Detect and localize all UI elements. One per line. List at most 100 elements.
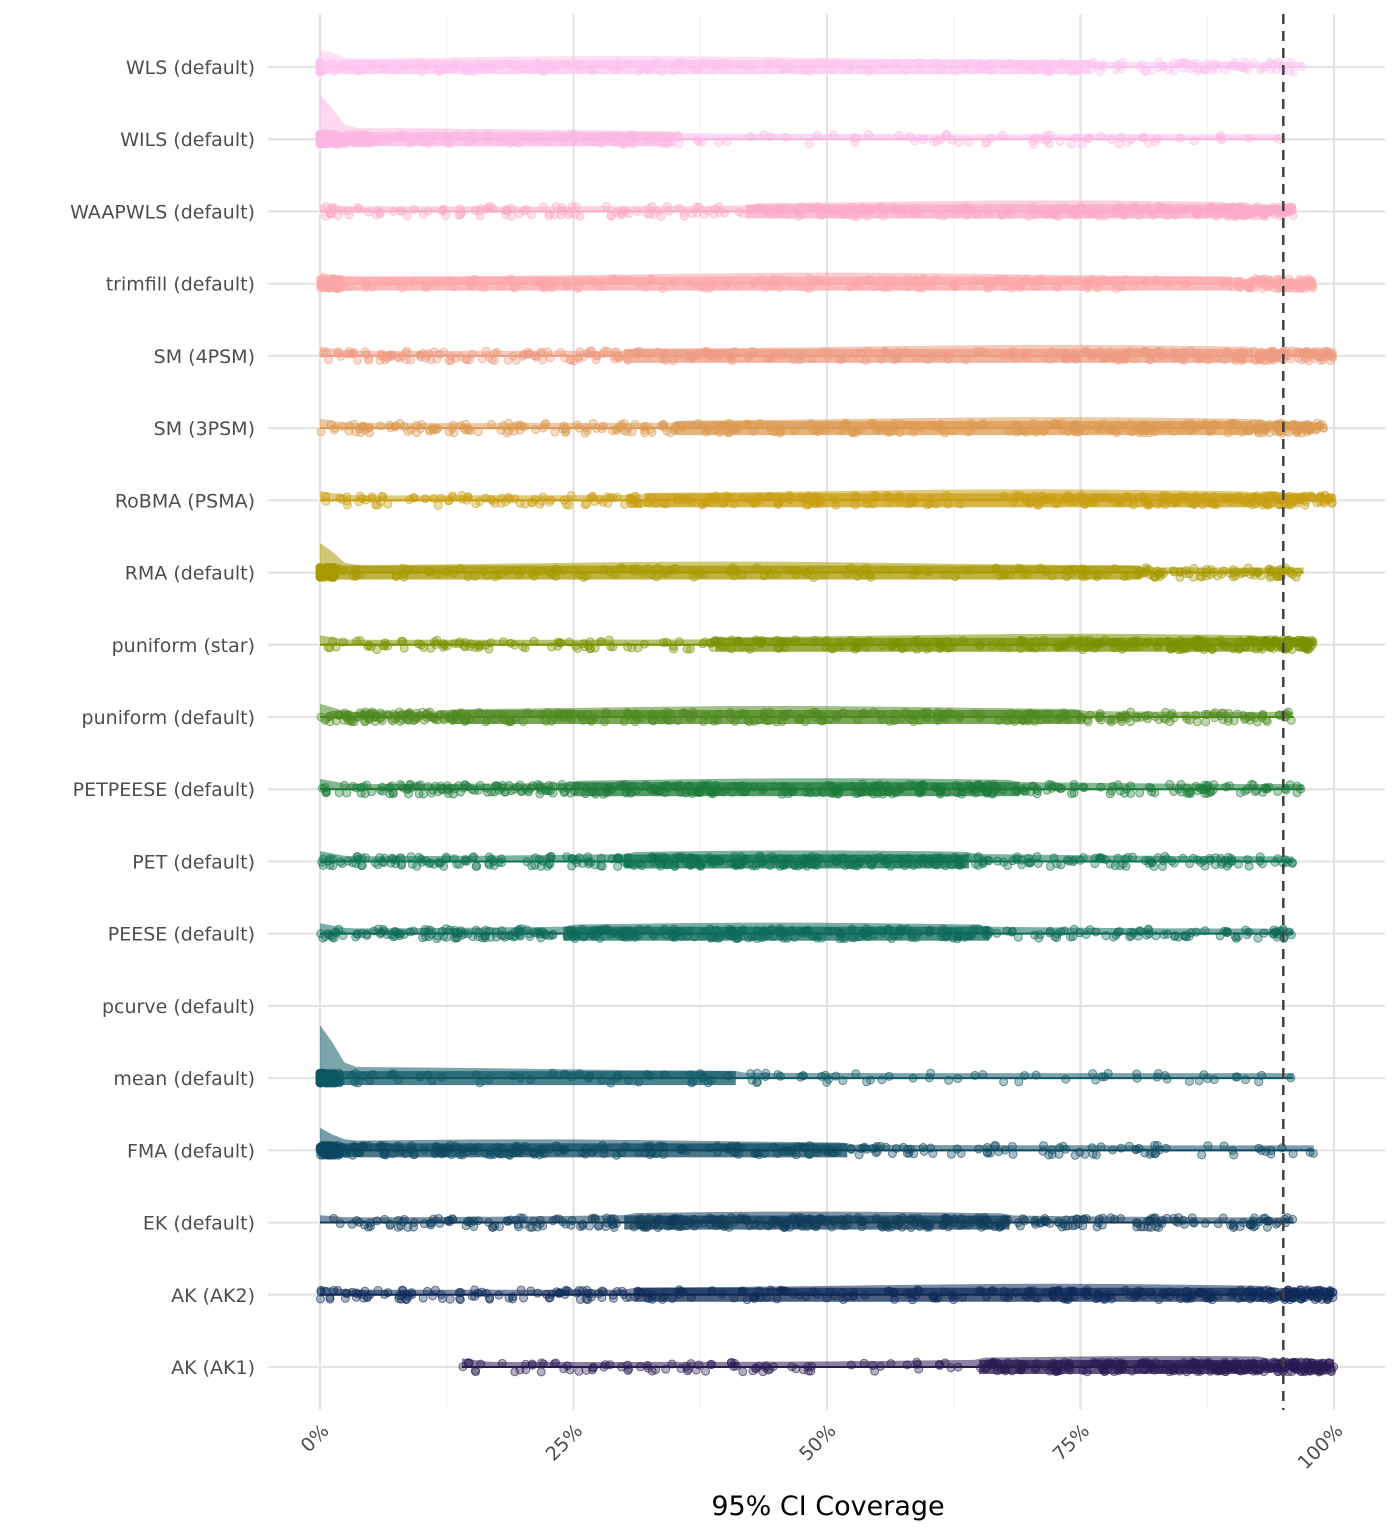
data-point xyxy=(672,1220,682,1230)
data-point xyxy=(669,930,679,940)
data-point xyxy=(1270,857,1280,867)
data-point xyxy=(909,780,919,790)
data-point xyxy=(756,852,766,862)
data-point xyxy=(611,1218,621,1228)
data-point xyxy=(889,1294,899,1304)
data-point xyxy=(500,715,510,725)
data-point xyxy=(335,711,345,721)
data-point xyxy=(1129,642,1139,652)
data-point xyxy=(543,707,553,717)
data-point xyxy=(1043,709,1053,719)
data-point xyxy=(518,717,528,727)
data-point xyxy=(1201,717,1211,727)
data-point xyxy=(1038,1146,1048,1156)
data-point xyxy=(605,567,615,577)
data-point xyxy=(852,571,862,581)
data-point xyxy=(1235,788,1245,798)
data-point xyxy=(380,1289,390,1299)
data-point xyxy=(1056,860,1066,870)
data-point xyxy=(918,857,928,867)
data-point xyxy=(406,852,416,862)
data-point xyxy=(686,1359,696,1369)
data-point xyxy=(1255,852,1265,862)
data-point xyxy=(596,637,606,647)
data-point xyxy=(657,421,667,431)
data-point xyxy=(1153,499,1163,509)
data-point xyxy=(1080,499,1090,509)
data-point xyxy=(511,1141,521,1151)
data-point xyxy=(590,1145,600,1155)
data-point xyxy=(623,1075,633,1085)
data-point xyxy=(572,643,582,653)
data-point xyxy=(330,568,340,578)
data-point xyxy=(661,1364,671,1374)
data-point xyxy=(1208,497,1218,507)
data-point xyxy=(1288,1214,1298,1224)
data-point xyxy=(1296,1294,1306,1304)
data-point xyxy=(620,499,630,509)
data-point xyxy=(553,641,563,651)
data-point xyxy=(839,782,849,792)
data-point xyxy=(396,636,406,646)
data-point xyxy=(752,1077,762,1087)
data-point xyxy=(635,499,645,509)
data-point xyxy=(825,423,835,433)
data-point xyxy=(779,643,789,653)
data-point xyxy=(999,491,1009,501)
data-point xyxy=(946,1363,956,1373)
data-point xyxy=(679,1287,689,1297)
data-point xyxy=(790,635,800,645)
data-point xyxy=(487,1222,497,1232)
data-point xyxy=(736,1143,746,1153)
data-point xyxy=(471,714,481,724)
data-point xyxy=(1150,1149,1160,1159)
data-point xyxy=(1286,1073,1296,1083)
data-point xyxy=(1139,1222,1149,1232)
series-group xyxy=(320,633,1318,655)
data-point xyxy=(698,931,708,941)
data-point xyxy=(601,708,611,718)
data-point xyxy=(948,426,958,436)
data-point xyxy=(1233,932,1243,942)
data-point xyxy=(1068,932,1078,942)
data-point xyxy=(660,1070,670,1080)
data-point xyxy=(857,1222,867,1232)
data-point xyxy=(1078,782,1088,792)
data-point xyxy=(860,1290,870,1300)
data-point xyxy=(508,1071,518,1081)
data-point xyxy=(1149,861,1159,871)
data-point xyxy=(764,491,774,501)
data-point xyxy=(652,572,662,582)
data-point xyxy=(1268,644,1278,654)
data-point xyxy=(436,858,446,868)
data-point xyxy=(597,1075,607,1085)
data-point xyxy=(566,490,576,500)
data-point xyxy=(403,1291,413,1301)
data-point xyxy=(322,1072,332,1082)
data-point xyxy=(949,1295,959,1305)
data-point xyxy=(1244,423,1254,433)
data-point xyxy=(978,859,988,869)
data-point xyxy=(754,715,764,725)
data-point xyxy=(1097,1072,1107,1082)
data-point xyxy=(1141,567,1151,577)
data-point xyxy=(497,1358,507,1368)
data-point xyxy=(407,859,417,869)
data-point xyxy=(878,928,888,938)
data-point xyxy=(453,711,463,721)
data-point xyxy=(974,1144,984,1154)
data-point xyxy=(1164,420,1174,430)
data-point xyxy=(865,786,875,796)
data-point xyxy=(535,1215,545,1225)
data-point xyxy=(1287,1361,1297,1371)
data-point xyxy=(1324,494,1334,504)
data-point xyxy=(616,1148,626,1158)
data-point xyxy=(935,789,945,799)
data-point xyxy=(480,933,490,943)
data-point xyxy=(564,637,574,647)
data-point xyxy=(866,926,876,936)
data-point xyxy=(1324,1358,1334,1368)
data-point xyxy=(766,1285,776,1295)
data-point xyxy=(826,781,836,791)
data-point xyxy=(1142,930,1152,940)
